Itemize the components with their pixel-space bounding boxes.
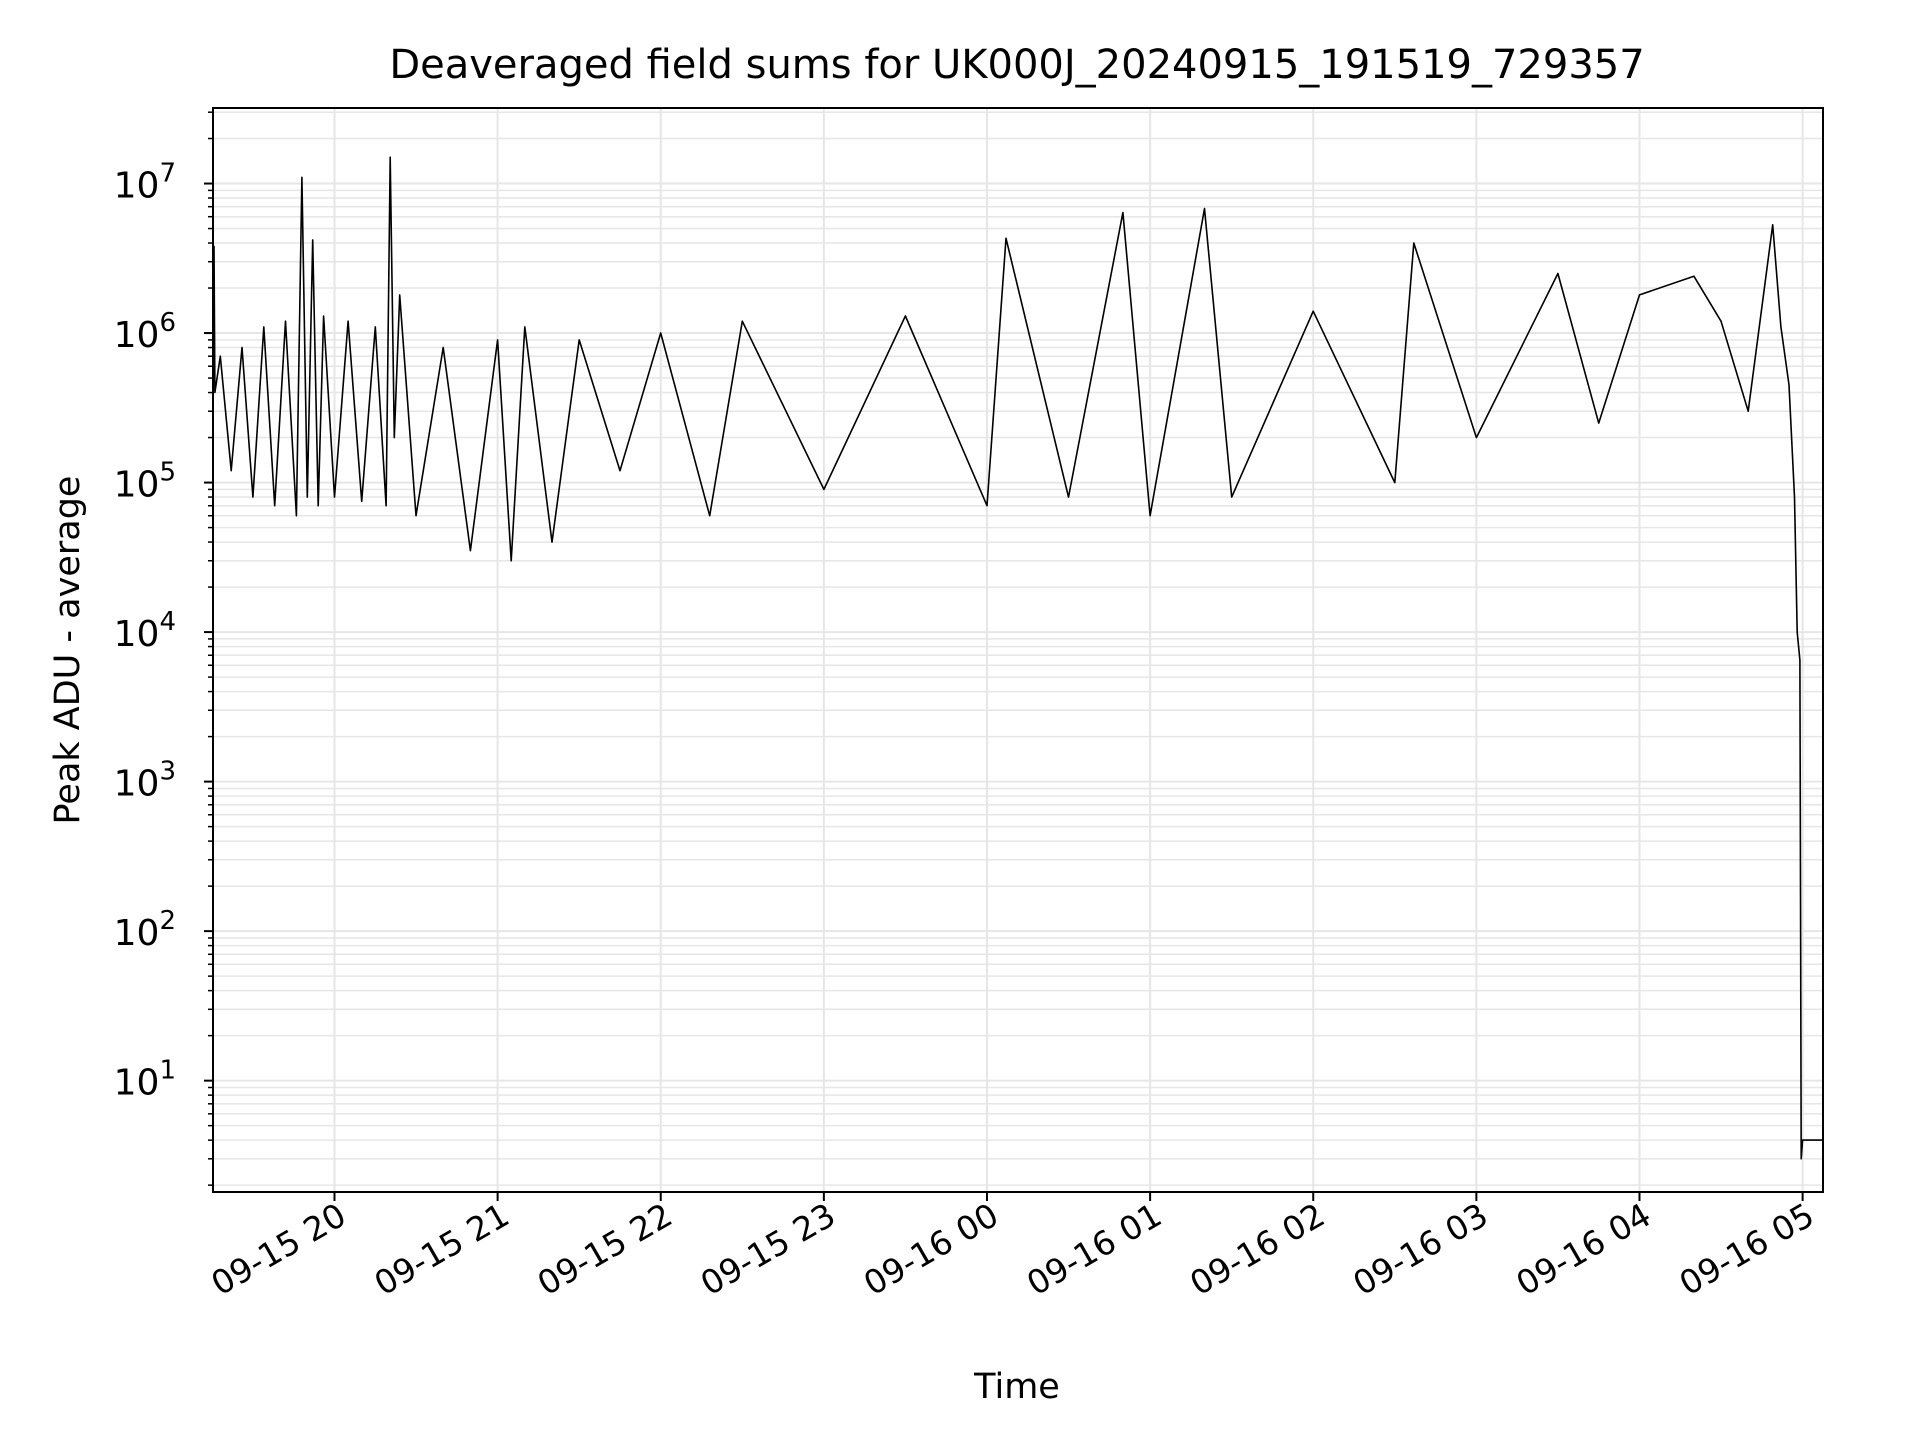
y-tick-label-base: 10 — [114, 614, 160, 655]
y-tick-label: 104 — [114, 607, 176, 655]
y-tick-label-exponent: 5 — [159, 458, 176, 488]
y-tick-label-base: 10 — [114, 913, 160, 954]
y-tick-label: 106 — [114, 308, 176, 356]
chart-title: Deaveraged field sums for UK000J_2024091… — [389, 42, 1644, 88]
y-tick-label-exponent: 2 — [159, 906, 176, 936]
y-tick-label-base: 10 — [114, 764, 160, 805]
series-line — [212, 156, 1823, 1160]
y-tick-label-exponent: 1 — [159, 1056, 176, 1086]
x-axis: 09-15 20 09-15 21 09-15 22 09-15 23 09-16 00… — [204, 1192, 1821, 1303]
y-tick-label-exponent: 4 — [159, 607, 176, 637]
gridlines — [213, 108, 1823, 1192]
x-tick-label: 09-16 05 — [1673, 1195, 1821, 1303]
x-tick-label: 09-16 01 — [1020, 1195, 1168, 1303]
y-tick-label: 102 — [114, 906, 176, 954]
x-axis-label: Time — [973, 1367, 1060, 1407]
x-tick-label: 09-15 21 — [368, 1195, 516, 1303]
x-tick-label: 09-15 23 — [694, 1195, 842, 1303]
x-tick-label: 09-16 00 — [857, 1195, 1005, 1303]
y-tick-label: 105 — [114, 458, 176, 506]
x-tick-label: 09-16 03 — [1346, 1195, 1494, 1303]
y-tick-label: 101 — [114, 1056, 176, 1104]
y-tick-label: 103 — [114, 757, 176, 805]
y-tick-label-exponent: 7 — [159, 159, 176, 189]
y-tick-label: 107 — [114, 159, 176, 207]
y-tick-label-base: 10 — [114, 465, 160, 506]
x-tick-label: 09-15 20 — [204, 1195, 352, 1303]
y-axis-label: Peak ADU - average — [48, 476, 88, 825]
plot-area-frame — [212, 107, 1824, 1193]
y-tick-label-exponent: 6 — [159, 308, 176, 338]
x-tick-label: 09-16 02 — [1183, 1195, 1331, 1303]
y-tick-label-base: 10 — [114, 166, 160, 207]
y-tick-label-base: 10 — [114, 315, 160, 356]
y-tick-label-exponent: 3 — [159, 757, 176, 787]
series-layer — [212, 156, 1823, 1160]
x-tick-label: 09-15 22 — [531, 1195, 679, 1303]
x-tick-label: 09-16 04 — [1509, 1195, 1657, 1303]
y-tick-label-base: 10 — [114, 1063, 160, 1104]
